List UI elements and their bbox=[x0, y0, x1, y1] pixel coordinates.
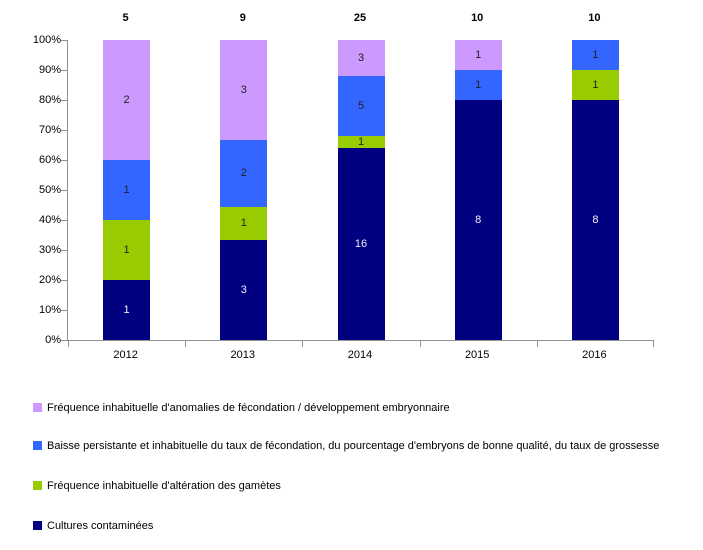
bar-segment: 1 bbox=[337, 135, 385, 148]
x-axis-category-label: 2015 bbox=[464, 349, 490, 361]
bar-2012: 1 1 1 2 bbox=[103, 40, 151, 340]
bar-2016: 8 1 1 bbox=[571, 40, 619, 340]
legend-label: Baisse persistante et inhabituelle du ta… bbox=[47, 440, 660, 452]
x-axis-tick-mark bbox=[537, 341, 538, 347]
y-axis-tick-label: 0% bbox=[45, 334, 61, 346]
x-axis-category-label: 2014 bbox=[347, 349, 373, 361]
y-axis-tick-label: 20% bbox=[38, 274, 61, 286]
bar-segment: 1 bbox=[454, 70, 502, 100]
bar-segment: 1 bbox=[103, 220, 151, 280]
bar-segment: 3 bbox=[220, 240, 268, 340]
y-axis-tick-label: 30% bbox=[38, 244, 61, 256]
legend-item: Fréquence inhabituelle d'altération des … bbox=[33, 478, 692, 495]
x-axis-tick-mark bbox=[420, 341, 421, 347]
bar-segment: 3 bbox=[220, 40, 268, 141]
legend-swatch bbox=[33, 481, 42, 490]
legend-swatch bbox=[33, 521, 42, 530]
bar-2015: 8 1 1 bbox=[454, 40, 502, 340]
segment-value-label: 8 bbox=[592, 213, 599, 226]
bar-segment: 2 bbox=[103, 40, 151, 160]
legend-item: Cultures contaminées bbox=[33, 518, 692, 535]
y-axis-tick-mark bbox=[61, 130, 67, 131]
x-axis-category-label: 2012 bbox=[113, 349, 138, 361]
segment-value-label: 1 bbox=[592, 78, 599, 91]
segment-value-label: 1 bbox=[475, 48, 482, 61]
bar-2014: 16 1 5 3 bbox=[337, 40, 385, 340]
segment-value-label: 1 bbox=[123, 183, 130, 196]
legend-label: Fréquence inhabituelle d'altération des … bbox=[47, 480, 281, 492]
bar-segment: 1 bbox=[103, 280, 151, 340]
bar-segment: 8 bbox=[571, 100, 619, 340]
legend-label: Fréquence inhabituelle d'anomalies de fé… bbox=[47, 402, 450, 414]
y-axis-tick-label: 80% bbox=[38, 94, 61, 106]
legend-swatch bbox=[33, 403, 42, 412]
segment-value-label: 2 bbox=[123, 93, 130, 106]
segment-value-label: 1 bbox=[592, 48, 599, 61]
legend-swatch bbox=[33, 441, 42, 450]
bar-segment: 8 bbox=[454, 100, 502, 340]
bar-total-label: 5 bbox=[122, 12, 129, 24]
y-axis-tick-label: 60% bbox=[38, 154, 61, 166]
segment-value-label: 3 bbox=[357, 51, 365, 64]
bar-total-label: 25 bbox=[353, 12, 367, 24]
segment-value-label: 3 bbox=[240, 83, 247, 96]
bar-segment: 3 bbox=[337, 40, 385, 76]
y-axis-tick-label: 90% bbox=[38, 64, 61, 76]
y-axis-tick-mark bbox=[61, 100, 67, 101]
y-axis-tick-label: 10% bbox=[38, 304, 61, 316]
y-axis-tick-label: 40% bbox=[38, 214, 61, 226]
segment-value-label: 3 bbox=[240, 283, 247, 296]
plot-area: 1 1 1 2 3 1 2 3 16 1 5 3 8 1 1 8 1 1 bbox=[61, 40, 654, 347]
segment-value-label: 1 bbox=[123, 303, 130, 316]
bar-segment: 2 bbox=[220, 140, 268, 207]
y-axis-tick-label: 70% bbox=[38, 124, 61, 136]
x-axis-tick-mark bbox=[302, 341, 303, 347]
legend-label: Cultures contaminées bbox=[47, 520, 154, 532]
bar-total-label: 10 bbox=[588, 12, 601, 24]
bar-total-label: 10 bbox=[471, 12, 484, 24]
segment-value-label: 1 bbox=[357, 135, 365, 148]
bar-segment: 1 bbox=[103, 160, 151, 220]
segment-value-label: 1 bbox=[240, 216, 247, 229]
bar-2013: 3 1 2 3 bbox=[220, 40, 268, 340]
y-axis-tick-mark bbox=[61, 70, 67, 71]
segment-value-label: 2 bbox=[240, 166, 247, 179]
y-axis-tick-mark bbox=[61, 340, 67, 341]
segment-value-label: 8 bbox=[475, 213, 482, 226]
bar-segment: 1 bbox=[571, 40, 619, 70]
x-axis-category-label: 2013 bbox=[230, 349, 256, 361]
segment-value-label: 1 bbox=[123, 243, 130, 256]
y-axis-tick-mark bbox=[61, 220, 67, 221]
x-axis-tick-mark bbox=[68, 341, 69, 347]
segment-value-label: 1 bbox=[475, 78, 482, 91]
y-axis-tick-mark bbox=[61, 280, 67, 281]
y-axis-tick-label: 100% bbox=[32, 34, 61, 46]
bar-segment: 1 bbox=[571, 70, 619, 100]
bar-segment: 1 bbox=[454, 40, 502, 70]
bar-segment: 1 bbox=[220, 206, 268, 240]
bar-total-label: 9 bbox=[239, 12, 246, 24]
y-axis-tick-mark bbox=[61, 40, 67, 41]
legend-item: Baisse persistante et inhabituelle du ta… bbox=[33, 438, 692, 455]
bar-segment: 16 bbox=[337, 148, 385, 340]
x-axis-tick-mark bbox=[185, 341, 186, 347]
x-axis-tick-mark bbox=[653, 341, 654, 347]
y-axis-tick-mark bbox=[61, 160, 67, 161]
y-axis-tick-label: 50% bbox=[38, 184, 61, 196]
y-axis-tick-mark bbox=[61, 190, 67, 191]
segment-value-label: 5 bbox=[357, 99, 365, 112]
x-axis-category-label: 2016 bbox=[582, 349, 607, 361]
y-axis-tick-mark bbox=[61, 310, 67, 311]
y-axis-tick-mark bbox=[61, 250, 67, 251]
bar-segment: 5 bbox=[337, 76, 385, 136]
legend-item: Fréquence inhabituelle d'anomalies de fé… bbox=[33, 400, 692, 417]
segment-value-label: 16 bbox=[354, 237, 368, 250]
